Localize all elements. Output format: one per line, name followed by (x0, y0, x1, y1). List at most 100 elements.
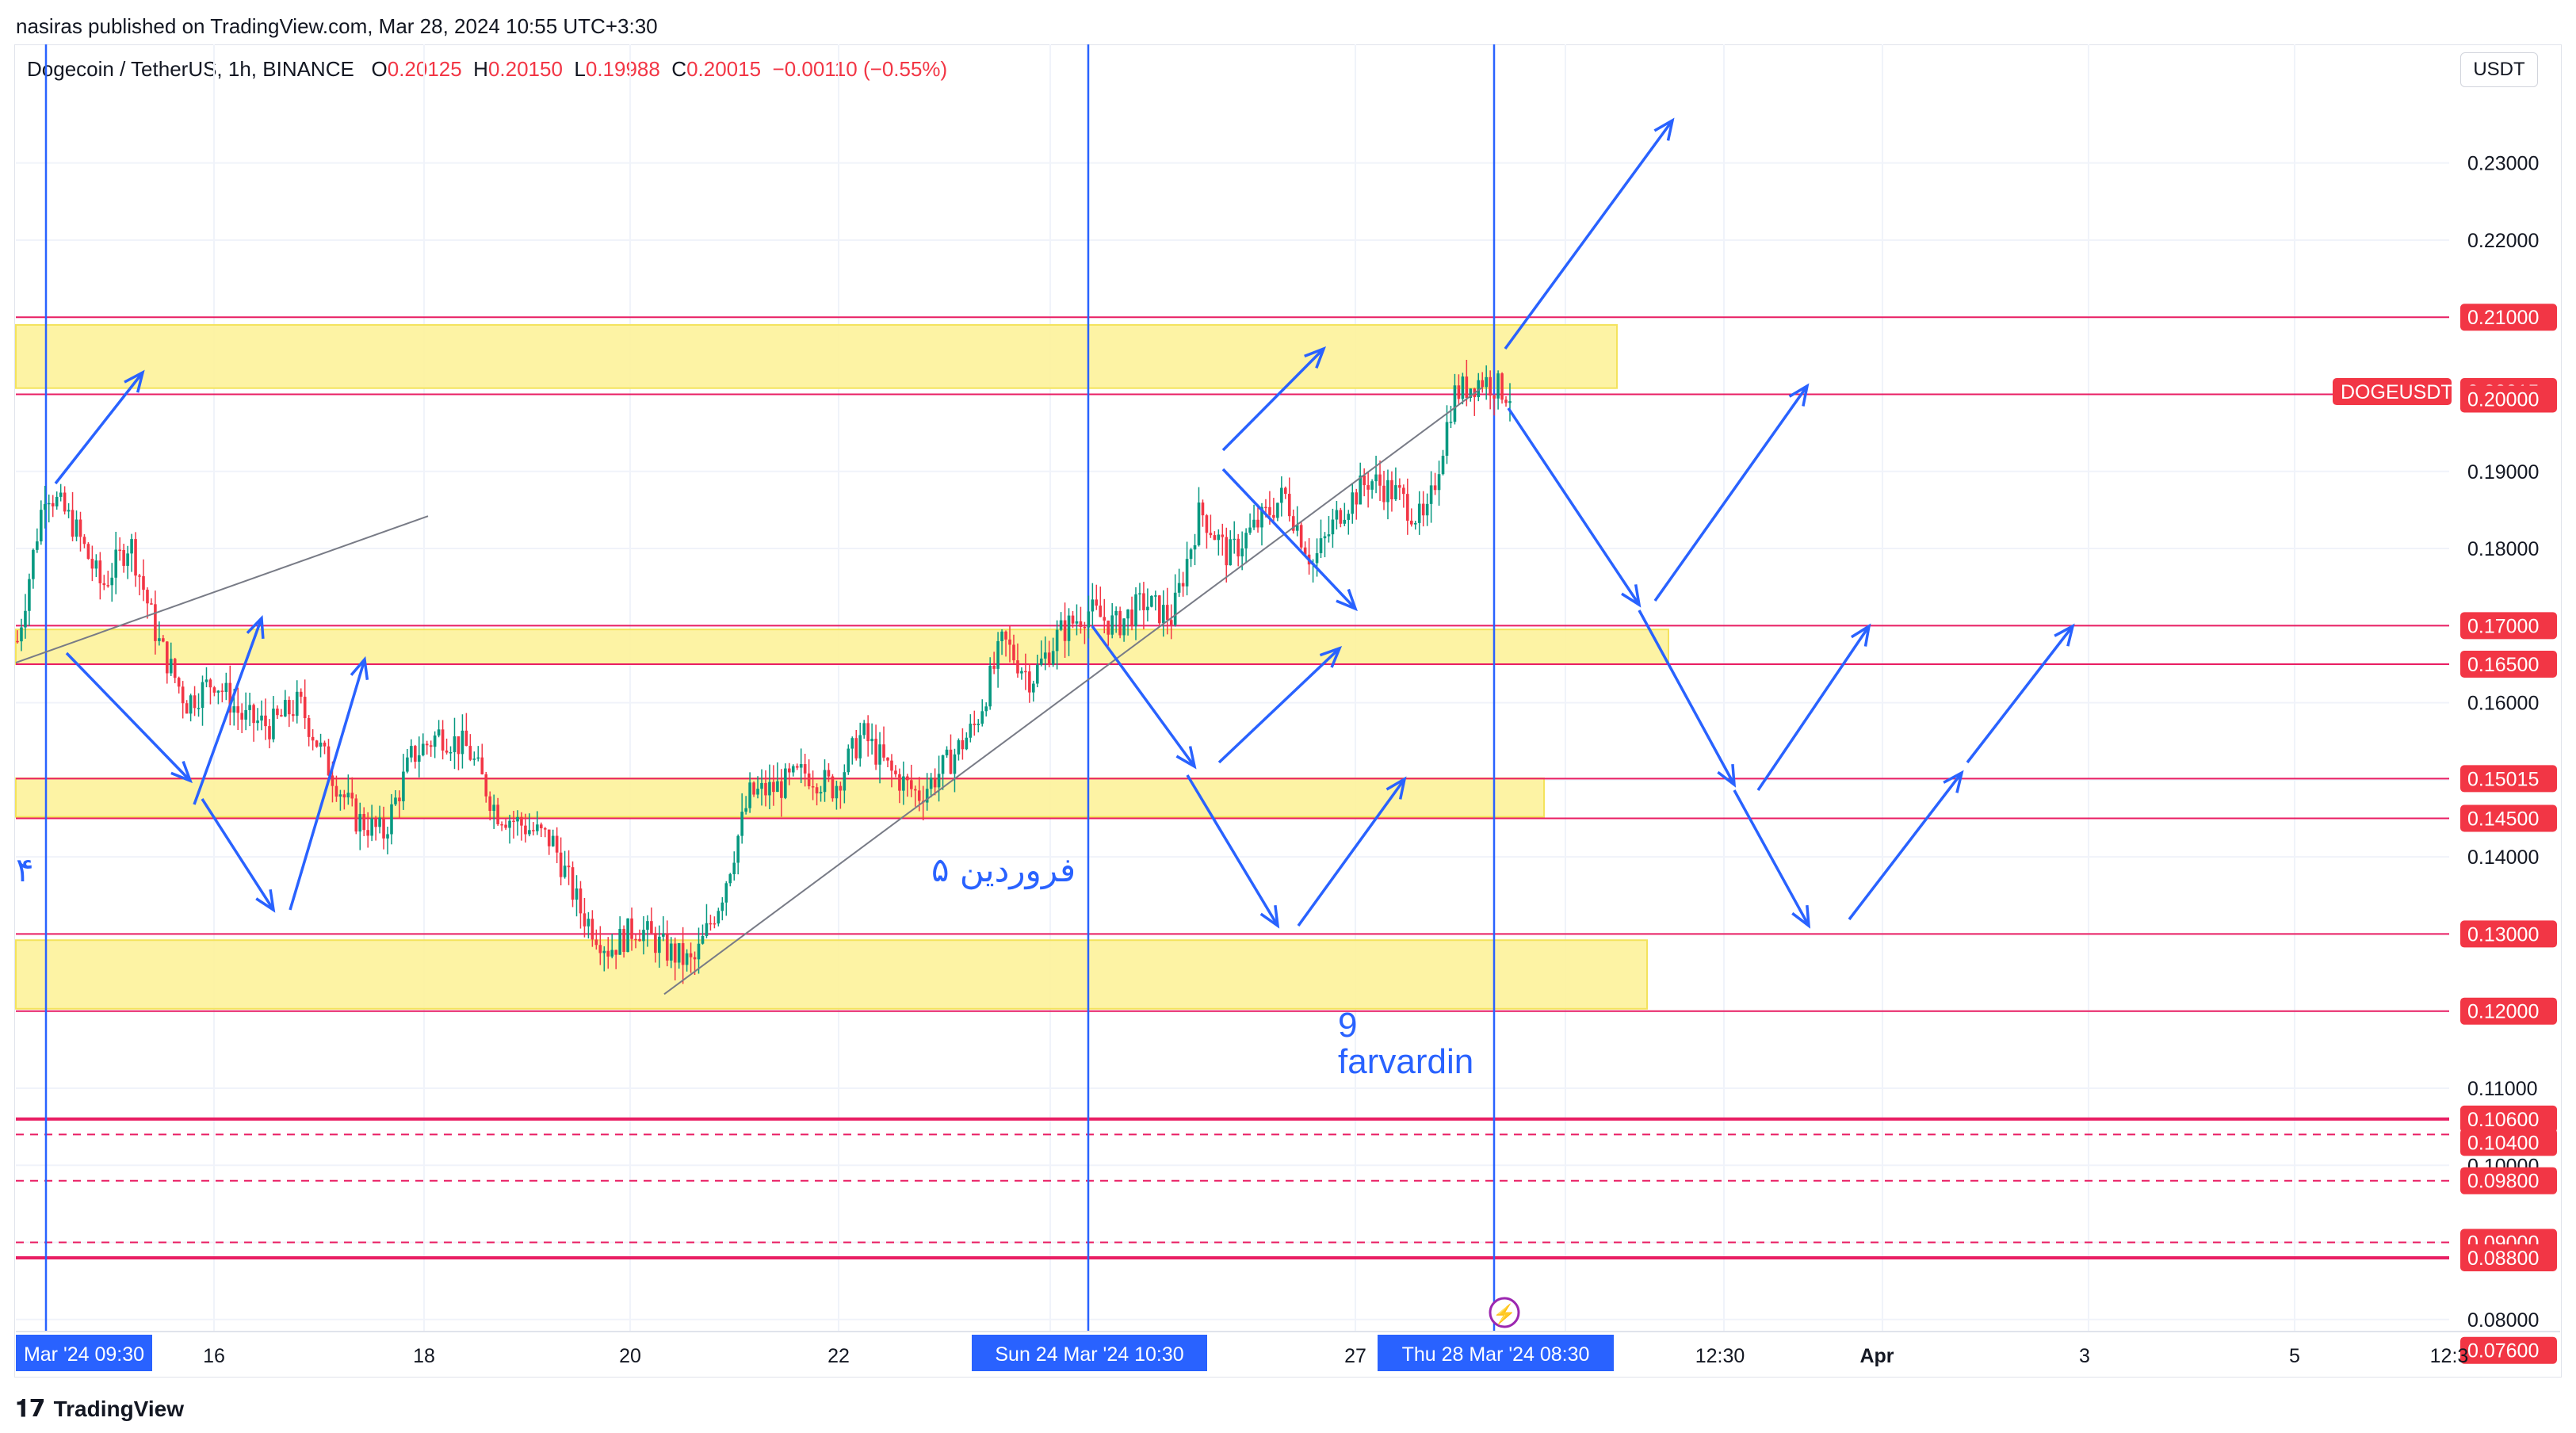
candle-body (866, 723, 869, 742)
candle-body (323, 742, 327, 747)
candle-body (1504, 399, 1508, 403)
candle-body (445, 750, 449, 753)
candle-body (1343, 519, 1347, 524)
currency-button[interactable]: USDT (2460, 52, 2538, 87)
candle-body (1122, 618, 1126, 636)
candle-body (362, 814, 366, 831)
tradingview-logo-text: TradingView (53, 1396, 184, 1421)
candle-body (646, 921, 649, 930)
candle-body (252, 705, 255, 724)
candle-body (520, 816, 523, 826)
low-label: L (574, 57, 586, 81)
candle-body (1173, 592, 1177, 625)
candle-body (90, 559, 94, 569)
candle-body (256, 720, 259, 724)
annotation-text: 9 (1338, 1006, 1357, 1045)
candle-body (1382, 485, 1385, 503)
candle-body (189, 695, 193, 714)
candle-body (795, 766, 799, 768)
candle-body (1043, 652, 1047, 659)
price-label-badge (2460, 650, 2557, 678)
candle-body (1047, 652, 1051, 665)
arrow-head (1791, 904, 1811, 929)
candle-body (874, 739, 877, 765)
y-axis-tick-label: 0.19000 (2467, 461, 2539, 483)
x-axis-tick-label: 5 (2289, 1345, 2300, 1367)
candle-body (543, 828, 547, 830)
candle-body (433, 735, 437, 747)
scenario-arrow (1653, 384, 1809, 602)
candle-body (776, 781, 779, 793)
candle-body (1205, 515, 1209, 533)
candle-body (1445, 422, 1449, 457)
candle-body (193, 695, 197, 709)
tradingview-logo[interactable]: 𝟏𝟳 TradingView (16, 1395, 184, 1423)
candle-body (1146, 606, 1149, 610)
candle-body (106, 585, 110, 587)
candle-body (358, 814, 362, 832)
candle-body (47, 503, 51, 505)
scenario-arrow (193, 617, 263, 805)
candle-body (717, 911, 720, 924)
candle-body (126, 553, 129, 566)
scenario-arrow (1848, 771, 1963, 921)
candle-body (1268, 506, 1271, 515)
arrow-head (1175, 746, 1197, 770)
candle-body (173, 659, 177, 678)
candle-body (1359, 475, 1363, 505)
candle-body (1465, 376, 1469, 399)
price-label-text: 0.14500 (2467, 808, 2539, 831)
candle-body (630, 918, 633, 939)
candle-body (311, 736, 315, 741)
scenario-arrow (1733, 789, 1810, 927)
close-value: 0.20015 (686, 57, 762, 81)
candle-body (1256, 519, 1259, 528)
price-label-text: 0.13000 (2467, 923, 2539, 946)
candle-body (614, 950, 617, 955)
arrow-head (1385, 776, 1407, 800)
candle-body (158, 638, 161, 641)
symbol-name: Dogecoin / TetherUS, 1h, BINANCE (27, 57, 354, 81)
arrow-head (1788, 383, 1810, 407)
candle-body (488, 796, 492, 811)
candle-body (1500, 373, 1504, 400)
candle-body (201, 682, 204, 709)
candle-body (492, 804, 495, 811)
candle-body (138, 575, 141, 577)
candle-body (1303, 547, 1307, 555)
candle-body (1138, 593, 1141, 594)
candle-body (665, 933, 669, 961)
x-axis-tick-label: 27 (1344, 1345, 1366, 1367)
arrow-head (1319, 646, 1343, 668)
candle-body (86, 544, 90, 560)
annotation-text: فروردین ۵ (931, 850, 1076, 889)
candle-body (626, 918, 629, 952)
candle-body (303, 697, 307, 719)
y-axis-tick-label: 0.14000 (2467, 846, 2539, 869)
candle-body (1201, 503, 1205, 516)
price-label-badge (2460, 385, 2557, 413)
candle-body (122, 549, 125, 566)
candle-body (1099, 606, 1103, 617)
x-axis-tick-label: 3 (2079, 1345, 2090, 1367)
candle-body (382, 817, 385, 839)
candle-body (681, 942, 685, 965)
candle-body (835, 785, 839, 799)
candle-body (204, 679, 208, 682)
candle-body (406, 757, 409, 772)
candle-body (606, 950, 610, 957)
candle-body (693, 957, 697, 960)
candle-body (1425, 503, 1429, 516)
candle-body (1441, 456, 1445, 475)
candle-body (264, 715, 267, 727)
candle-body (1394, 485, 1397, 499)
candle-body (228, 682, 232, 713)
support-resistance-zone (15, 323, 1618, 389)
candle-body (1169, 620, 1173, 625)
candle-body (1233, 538, 1236, 541)
candle-body (764, 782, 767, 796)
candle-body (1221, 534, 1225, 537)
candle-body (1154, 595, 1157, 597)
price-label-badge (2460, 1105, 2557, 1133)
